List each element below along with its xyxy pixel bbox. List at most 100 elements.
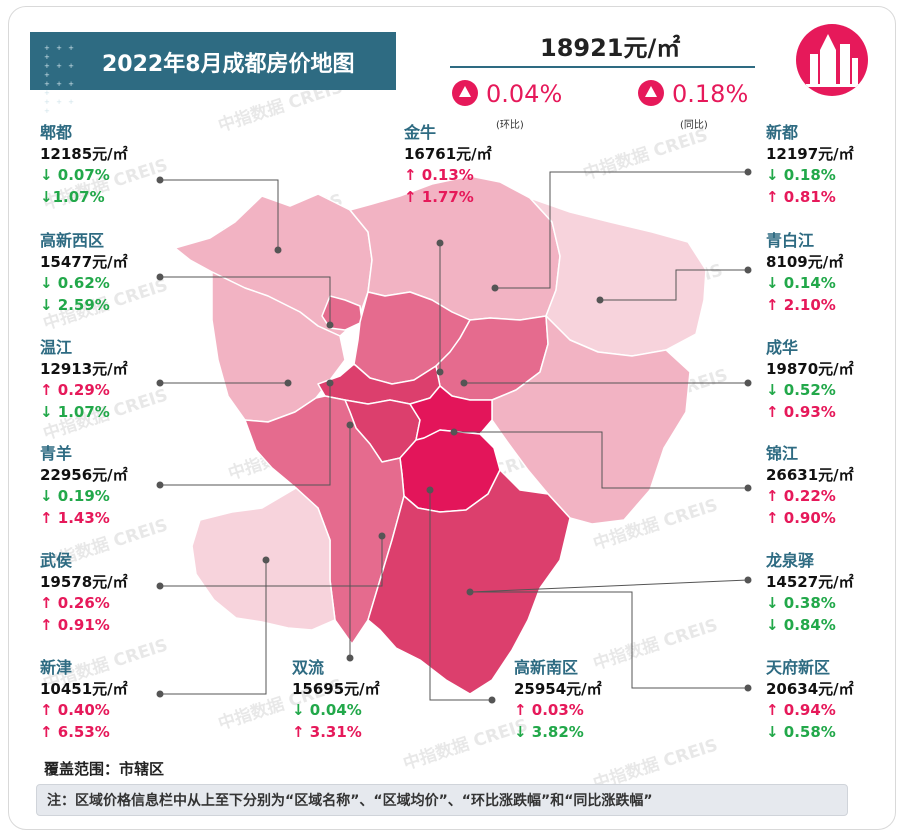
district-yoy: ↑ 0.90%: [766, 508, 836, 527]
district-price: 26631元/㎡: [766, 465, 854, 484]
district-mom: ↓ 0.38%: [766, 594, 836, 612]
yoy-change-value: 0.18%: [672, 80, 749, 108]
district-mom: ↑ 0.94%: [766, 701, 836, 719]
district-price: 8109元/㎡: [766, 252, 844, 271]
district-yoy: ↓ 0.58%: [766, 722, 836, 741]
district-yoy: ↓ 0.84%: [766, 615, 836, 634]
leader-line: [160, 560, 267, 695]
district-mom: ↑ 0.22%: [766, 487, 836, 505]
region-longquanyi: [491, 315, 691, 525]
district-yoy: ↑ 0.93%: [766, 402, 836, 421]
leader-line: [469, 579, 749, 593]
leader-dot: [744, 168, 752, 176]
leader-dot: [156, 379, 164, 387]
district-price: 12197元/㎡: [766, 144, 854, 163]
district-price: 19578元/㎡: [40, 572, 128, 591]
leader-dot: [488, 696, 496, 704]
district-price: 19870元/㎡: [766, 359, 854, 378]
district-price: 12913元/㎡: [40, 359, 128, 378]
leader-dot: [156, 176, 164, 184]
district-mom: ↑ 0.13%: [404, 166, 474, 184]
district-mom: ↓ 0.62%: [40, 274, 110, 292]
district-mom: ↓ 0.07%: [40, 166, 110, 184]
leader-dot: [284, 379, 292, 387]
leader-dot: [326, 379, 334, 387]
district-yoy: ↑ 6.53%: [40, 722, 110, 741]
leader-dot: [426, 486, 434, 494]
leader-dot: [460, 379, 468, 387]
district-card: 新津 10451元/㎡ ↑ 0.40% ↑ 6.53%: [40, 657, 128, 743]
up-triangle-icon: [638, 80, 664, 106]
district-yoy: ↑ 2.10%: [766, 295, 836, 314]
leader-dot: [326, 321, 334, 329]
district-price: 15695元/㎡: [292, 679, 380, 698]
district-price: 12185元/㎡: [40, 144, 128, 163]
district-name: 新津: [40, 658, 73, 677]
district-yoy: ↑ 0.81%: [766, 187, 836, 206]
district-mom: ↓ 0.14%: [766, 274, 836, 292]
district-mom: ↑ 0.26%: [40, 594, 110, 612]
leader-line: [160, 276, 331, 325]
district-name: 新都: [766, 123, 799, 142]
yoy-label: (同比): [680, 120, 708, 131]
district-card: 青白江 8109元/㎡ ↓ 0.14% ↑ 2.10%: [766, 230, 843, 316]
district-price: 15477元/㎡: [40, 252, 128, 271]
leader-dot: [262, 556, 270, 564]
leader-dot: [156, 273, 164, 281]
district-card: 青羊 22956元/㎡ ↓ 0.19% ↑ 1.43%: [40, 443, 128, 529]
leader-dot: [491, 284, 499, 292]
leader-dot: [346, 654, 354, 662]
district-mom: ↑ 0.29%: [40, 381, 110, 399]
district-name: 青羊: [40, 444, 73, 463]
district-card: 龙泉驿 14527元/㎡ ↓ 0.38% ↓ 0.84%: [766, 550, 854, 636]
district-price: 14527元/㎡: [766, 572, 854, 591]
leader-line: [495, 171, 748, 289]
district-mom: ↑ 0.03%: [514, 701, 584, 719]
leader-line: [600, 269, 748, 301]
leader-dot: [744, 684, 752, 692]
district-card: 锦江 26631元/㎡ ↑ 0.22% ↑ 0.90%: [766, 443, 854, 529]
district-card: 新都 12197元/㎡ ↓ 0.18% ↑ 0.81%: [766, 122, 854, 208]
district-name: 武侯: [40, 551, 73, 570]
yoy-change: 0.18%: [638, 80, 748, 108]
district-mom: ↓ 0.19%: [40, 487, 110, 505]
mom-label: (环比): [496, 120, 524, 131]
district-price: 25954元/㎡: [514, 679, 602, 698]
leader-dot: [436, 239, 444, 247]
region-gaoxin-west: [321, 295, 363, 331]
leader-dot: [436, 368, 444, 376]
leader-dot: [346, 421, 354, 429]
district-yoy: ↓ 2.59%: [40, 295, 110, 314]
leader-dot: [378, 532, 386, 540]
district-card: 金牛 16761元/㎡ ↑ 0.13% ↑ 1.77%: [404, 122, 492, 208]
district-name: 温江: [40, 338, 73, 357]
leader-dot: [744, 576, 752, 584]
leader-dot: [450, 428, 458, 436]
leader-line: [160, 536, 383, 587]
district-card: 温江 12913元/㎡ ↑ 0.29% ↓ 1.07%: [40, 337, 128, 423]
leader-line: [160, 179, 279, 250]
district-yoy: ↓1.07%: [40, 187, 105, 206]
district-mom: ↓ 0.52%: [766, 381, 836, 399]
district-card: 武侯 19578元/㎡ ↑ 0.26% ↑ 0.91%: [40, 550, 128, 636]
district-mom: ↓ 0.04%: [292, 701, 362, 719]
page-title: 2022年8月成都房价地图: [102, 52, 355, 77]
district-price: 16761元/㎡: [404, 144, 492, 163]
district-name: 天府新区: [766, 658, 831, 677]
district-name: 成华: [766, 338, 799, 357]
leader-dot: [596, 296, 604, 304]
district-yoy: ↑ 1.43%: [40, 508, 110, 527]
leader-dot: [156, 582, 164, 590]
district-mom: ↓ 0.18%: [766, 166, 836, 184]
mom-change-value: 0.04%: [486, 80, 563, 108]
footnote: 注：区域价格信息栏中从上至下分别为“区域名称”、“区域均价”、“环比涨跌幅”和“…: [36, 784, 848, 816]
district-card: 成华 19870元/㎡ ↓ 0.52% ↑ 0.93%: [766, 337, 854, 423]
district-price: 20634元/㎡: [766, 679, 854, 698]
leader-dot: [744, 266, 752, 274]
leader-line: [160, 383, 331, 486]
district-price: 10451元/㎡: [40, 679, 128, 698]
decorative-dots-icon: + + + + + + + + + + + + + + + +: [44, 44, 77, 115]
district-yoy: ↑ 1.77%: [404, 187, 474, 206]
leader-dot: [744, 379, 752, 387]
district-name: 高新南区: [514, 658, 579, 677]
